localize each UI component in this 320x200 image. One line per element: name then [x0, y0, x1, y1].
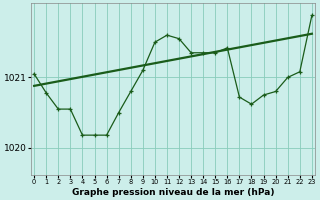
- X-axis label: Graphe pression niveau de la mer (hPa): Graphe pression niveau de la mer (hPa): [72, 188, 274, 197]
